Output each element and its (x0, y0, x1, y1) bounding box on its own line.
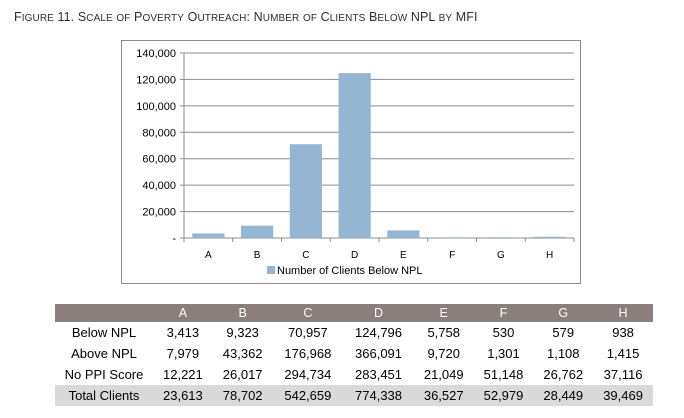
table-cell: 37,116 (603, 367, 643, 382)
x-tick-label: F (449, 250, 455, 261)
table-cell: 530 (492, 325, 515, 340)
x-tick-label: E (400, 250, 407, 261)
x-tick-label: D (351, 250, 358, 261)
figure-title: FIGURE 11. SCALE OF POVERTY OUTREACH: NU… (14, 10, 478, 24)
table-cell: 7,979 (166, 346, 200, 361)
bar-D (338, 73, 371, 238)
figure-title-text: FIGURE 11. SCALE OF POVERTY OUTREACH: NU… (14, 10, 478, 24)
table-row-above-npl: Above NPL 7,979 43,362 176,968 366,091 9… (55, 343, 653, 364)
column-header: C (272, 304, 344, 322)
bar-chart: - 20,000 40,000 60,000 80,000 100,000 120,000 1… (136, 48, 575, 277)
table-cell: 12,221 (163, 367, 203, 382)
table-cell: 39,469 (593, 385, 653, 406)
table-cell: 938 (612, 325, 634, 340)
y-tick-label: 100,000 (136, 101, 176, 113)
legend-label: Number of Clients Below NPL (277, 265, 423, 277)
y-tick-label: - (172, 233, 176, 245)
bar-G (484, 237, 517, 239)
column-header: H (593, 304, 653, 322)
table-cell: 5,758 (427, 325, 460, 340)
table-header-row: A B C D E F G H (55, 304, 653, 322)
row-label: Total Clients (55, 385, 153, 406)
column-header: G (533, 304, 594, 322)
bar-F (436, 237, 469, 239)
bar-E (387, 230, 420, 238)
table-cell: 70,957 (287, 325, 328, 340)
table-cell: 1,108 (546, 346, 580, 361)
column-header: B (212, 304, 273, 322)
y-tick-label: 80,000 (142, 127, 176, 139)
legend-swatch (267, 266, 275, 274)
table-cell: 23,613 (153, 385, 213, 406)
row-label: No PPI Score (64, 367, 144, 382)
table-row-no-ppi-score: No PPI Score 12,221 26,017 294,734 283,4… (55, 364, 653, 385)
table-corner-cell (55, 304, 153, 322)
table-row-total-clients: Total Clients 23,613 78,702 542,659 774,… (55, 385, 653, 406)
table-cell: 21,049 (423, 367, 464, 382)
table-cell: 774,338 (343, 385, 414, 406)
table-cell: 1,301 (487, 346, 520, 361)
y-tick-label: 60,000 (142, 154, 176, 166)
x-tick-label: B (254, 250, 261, 261)
table-cell: 283,451 (355, 367, 403, 382)
table-cell: 1,415 (606, 346, 640, 361)
table-row-below-npl: Below NPL 3,413 9,323 70,957 124,796 5,7… (55, 322, 653, 343)
x-tick-label: H (546, 250, 553, 261)
column-header: F (473, 304, 534, 322)
table-cell: 52,979 (473, 385, 534, 406)
x-tick-label: G (497, 250, 505, 261)
bar-A (192, 233, 225, 238)
table-cell: 9,720 (427, 346, 460, 361)
table-cell: 176,968 (284, 346, 332, 361)
column-header: D (343, 304, 414, 322)
row-label: Above NPL (71, 346, 137, 361)
table-cell: 542,659 (272, 385, 344, 406)
bar-H (533, 236, 566, 238)
table-cell: 36,527 (413, 385, 474, 406)
table-cell: 3,413 (166, 325, 200, 340)
table-cell: 579 (552, 325, 575, 340)
table-cell: 366,091 (355, 346, 403, 361)
table-cell: 9,323 (226, 325, 259, 340)
table-cell: 51,148 (483, 367, 524, 382)
x-tick-label: A (205, 250, 212, 261)
table-cell: 28,449 (533, 385, 594, 406)
table-cell: 43,362 (222, 346, 263, 361)
bar-B (241, 225, 274, 238)
clients-table: A B C D E F G H Below NPL 3,413 9,323 70… (55, 304, 653, 406)
chart-area: - 20,000 40,000 60,000 80,000 100,000 120,000 1… (121, 40, 581, 284)
table-cell: 124,796 (355, 325, 403, 340)
y-tick-label: 120,000 (136, 74, 176, 86)
y-tick-label: 140,000 (136, 48, 176, 60)
bar-C (289, 144, 322, 238)
table-cell: 26,762 (543, 367, 584, 382)
y-tick-label: 20,000 (142, 207, 176, 219)
column-header: E (413, 304, 474, 322)
table-cell: 26,017 (222, 367, 263, 382)
y-tick-label: 40,000 (142, 180, 176, 192)
table-cell: 294,734 (284, 367, 332, 382)
table-cell: 78,702 (212, 385, 273, 406)
row-label: Below NPL (71, 325, 137, 340)
column-header: A (153, 304, 213, 322)
x-tick-label: C (302, 250, 309, 261)
